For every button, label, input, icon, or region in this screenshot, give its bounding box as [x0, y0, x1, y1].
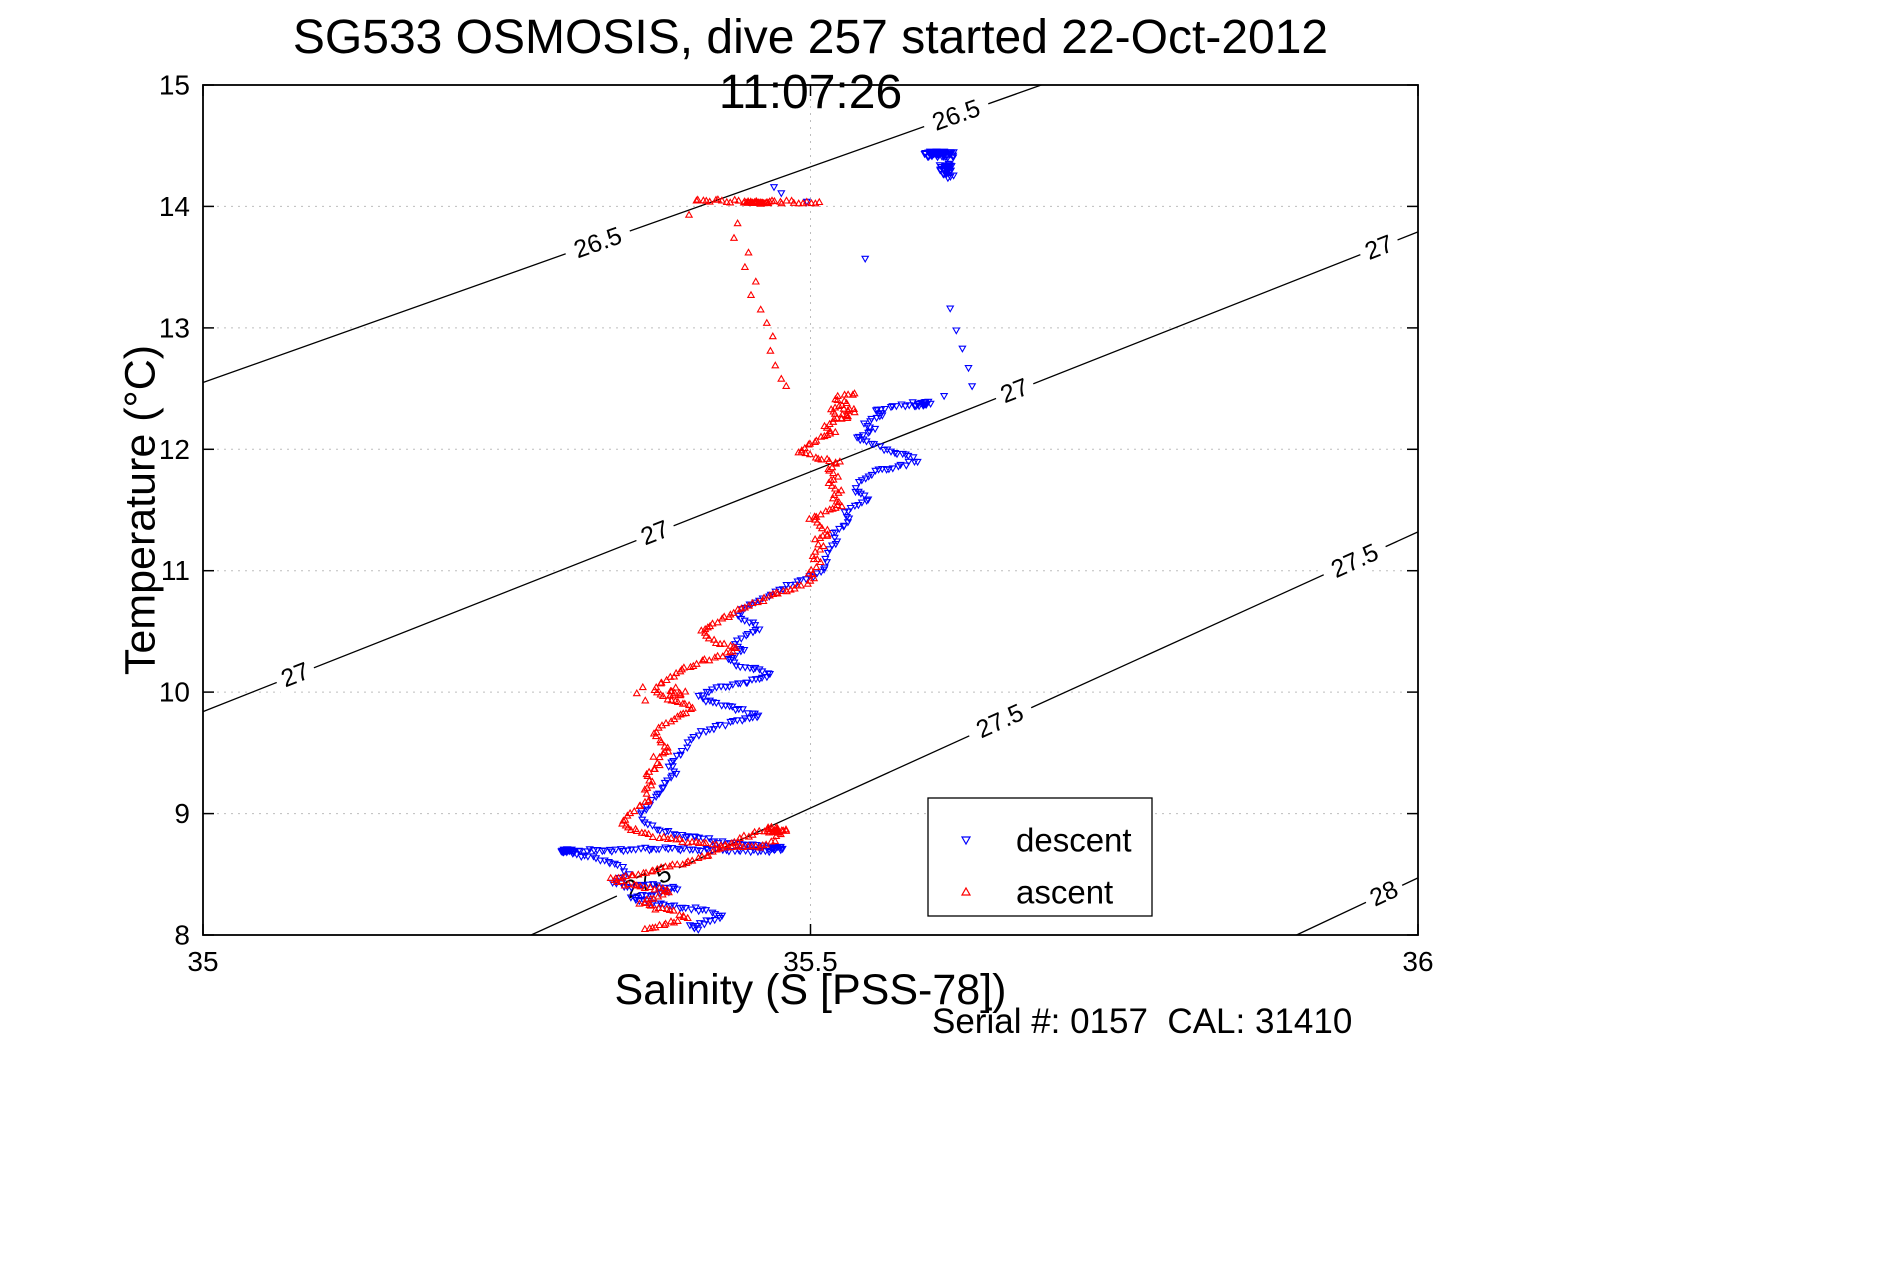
y-tick-label: 8: [174, 920, 190, 951]
legend: descent ascent: [927, 797, 1153, 917]
isopycnal-label: 27.5: [1317, 533, 1392, 589]
isopycnal-label: 27: [271, 653, 320, 697]
isopycnal-label: 27: [1354, 226, 1404, 269]
axes: [202, 84, 1419, 936]
x-tick-label: 36: [1402, 946, 1433, 977]
y-tick-label: 11: [161, 555, 190, 586]
legend-label: ascent: [1016, 874, 1113, 911]
grid: [203, 85, 1418, 935]
isopycnal-label: 27: [630, 511, 680, 555]
isopycnal-28: 28: [1296, 871, 1419, 936]
isopycnal-label: 26.5: [919, 89, 994, 141]
isopycnal-label: 27: [990, 369, 1039, 413]
x-axis-label: Salinity (S [PSS-78]): [614, 966, 1007, 1014]
y-tick-label: 9: [174, 798, 190, 829]
y-tick-label: 10: [159, 677, 190, 708]
y-tick-label: 14: [159, 191, 190, 222]
legend-marker-ascent: [960, 886, 972, 896]
descent-markers: [557, 148, 977, 934]
ascent-markers: [606, 195, 859, 933]
isopycnal-label: 28: [1359, 871, 1409, 916]
isopycnal-label: 26.5: [560, 217, 635, 269]
serial-annotation: Serial #: 0157 CAL: 31410: [932, 1002, 1353, 1041]
isopycnal-26.5: 26.5 26.5: [202, 84, 1042, 384]
legend-marker-descent: [960, 836, 972, 846]
y-tick-label: 15: [159, 70, 190, 101]
x-tick-label: 35.5: [783, 946, 838, 977]
y-tick-label: 12: [159, 434, 190, 465]
x-tick-label: 35: [187, 946, 218, 977]
y-tick-label: 13: [159, 312, 190, 343]
isopycnal-label: 27.5: [962, 693, 1038, 750]
legend-label: descent: [1016, 822, 1132, 859]
